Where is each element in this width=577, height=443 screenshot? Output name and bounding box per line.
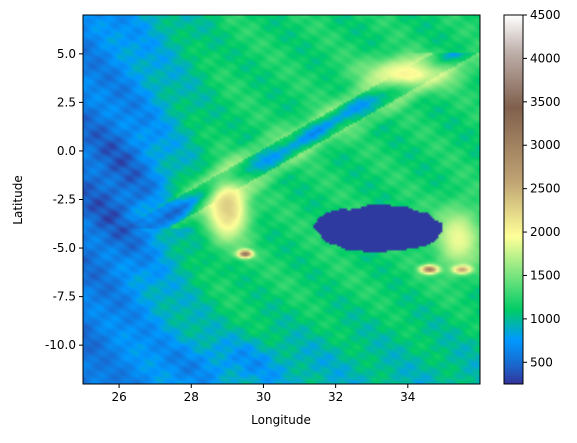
colorbar-axis: 500 1000 1500 2000 2500 3000 3500 4000 4500 xyxy=(523,8,561,369)
colorbar-tick-label: 4500 xyxy=(530,8,561,22)
plot-area: 26 28 30 32 34 5.0 2.5 0.0 -2.5 -5.0 -7.5 -10.0 Lo… xyxy=(11,15,480,427)
colorbar-tick-label: 2000 xyxy=(530,225,561,239)
x-tick-label: 32 xyxy=(328,390,343,404)
elevation-image xyxy=(83,15,480,384)
colorbar-gradient xyxy=(504,15,523,384)
x-tick-label: 26 xyxy=(111,390,126,404)
colorbar-tick-label: 1000 xyxy=(530,312,561,326)
colorbar-tick-label: 3500 xyxy=(530,95,561,109)
colorbar-tick-label: 2500 xyxy=(530,182,561,196)
y-tick-label: -2.5 xyxy=(53,193,76,207)
y-axis-label: Latitude xyxy=(11,175,25,224)
x-axis: 26 28 30 32 34 xyxy=(111,384,415,404)
y-tick-label: -10.0 xyxy=(45,338,76,352)
x-tick-label: 30 xyxy=(256,390,271,404)
colorbar: 500 1000 1500 2000 2500 3000 3500 4000 4500 xyxy=(504,8,561,384)
y-axis: 5.0 2.5 0.0 -2.5 -5.0 -7.5 -10.0 xyxy=(45,47,83,352)
x-axis-label: Longitude xyxy=(251,413,311,427)
y-tick-label: 2.5 xyxy=(57,95,76,109)
y-tick-label: 5.0 xyxy=(57,47,76,61)
colorbar-tick-label: 1500 xyxy=(530,268,561,282)
y-tick-label: -7.5 xyxy=(53,290,76,304)
x-tick-label: 34 xyxy=(400,390,415,404)
colorbar-tick-label: 3000 xyxy=(530,138,561,152)
y-tick-label: 0.0 xyxy=(57,144,76,158)
x-tick-label: 28 xyxy=(184,390,199,404)
y-tick-label: -5.0 xyxy=(53,241,76,255)
colorbar-tick-label: 500 xyxy=(530,355,553,369)
colorbar-tick-label: 4000 xyxy=(530,51,561,65)
